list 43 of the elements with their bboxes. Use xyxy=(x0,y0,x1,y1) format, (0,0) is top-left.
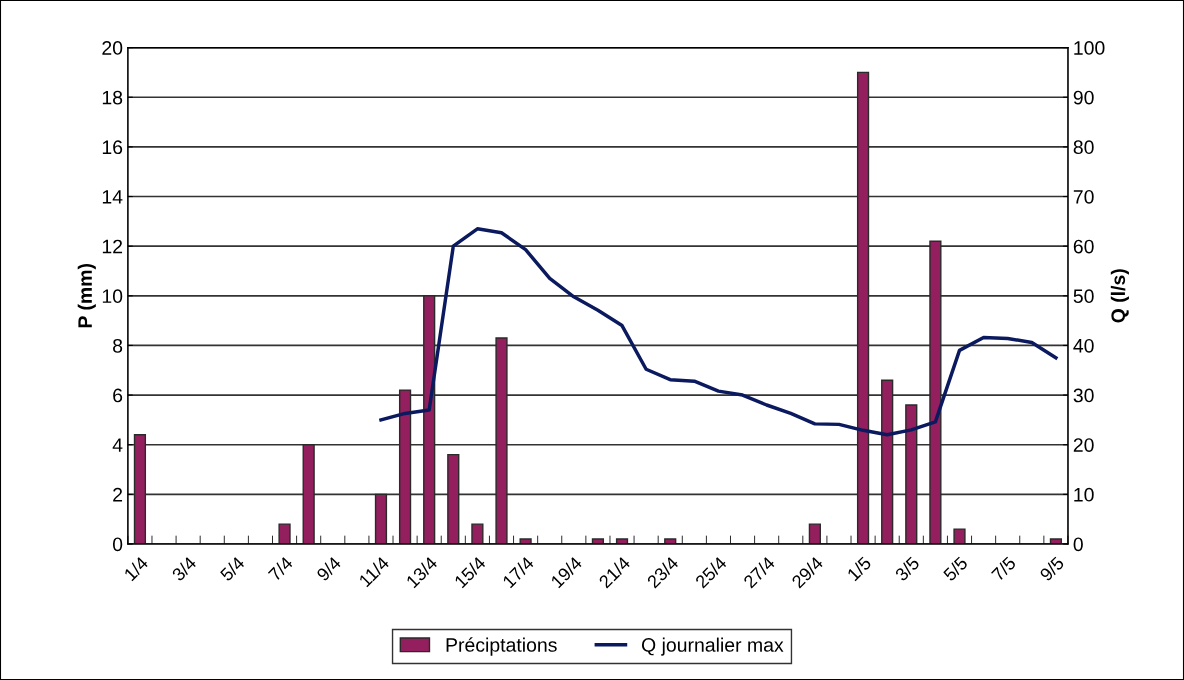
bar xyxy=(953,528,966,544)
y-tick-label: 2 xyxy=(113,487,123,502)
y-tick-label: 4 xyxy=(112,438,123,452)
y-tick-label: 16 xyxy=(102,140,123,155)
y-tick-label: 6 xyxy=(113,388,123,403)
y2-axis-title: Q (l/s) xyxy=(1110,269,1129,323)
y2-tick-label: 70 xyxy=(1073,189,1094,204)
x-tick-label: 9/5 xyxy=(1038,555,1065,582)
y-tick-label: 14 xyxy=(102,190,123,204)
legend-label: Préciptations xyxy=(446,637,557,656)
bar xyxy=(471,523,484,544)
x-tick-label: 3/4 xyxy=(170,555,198,582)
bar xyxy=(278,523,291,544)
y2-tick-label: 40 xyxy=(1073,338,1094,353)
x-tick-label: 7/5 xyxy=(990,555,1017,582)
legend-label: Q journalier max xyxy=(641,637,784,656)
y-tick-label: 0 xyxy=(112,537,123,552)
y-tick-label: 20 xyxy=(102,41,123,55)
y2-tick-label: 20 xyxy=(1073,438,1094,452)
y2-tick-label: 0 xyxy=(1073,537,1083,552)
y2-tick-label: 100 xyxy=(1074,41,1105,55)
y2-tick-label: 50 xyxy=(1073,289,1094,304)
y-tick-label: 18 xyxy=(102,90,123,105)
x-tick-label: 9/4 xyxy=(315,555,342,582)
x-tick-label: 1/4 xyxy=(123,555,149,582)
x-tick-label: 3/5 xyxy=(894,555,921,582)
y-tick-label: 12 xyxy=(102,239,123,254)
x-tick-label: 5/4 xyxy=(219,555,246,582)
y-axis-title: P (mm) xyxy=(77,263,96,328)
y2-tick-label: 80 xyxy=(1073,140,1094,155)
y-tick-label: 10 xyxy=(102,289,123,304)
x-tick-label: 7/4 xyxy=(267,555,294,582)
x-tick-label: 1/5 xyxy=(846,555,872,582)
y2-tick-label: 10 xyxy=(1074,487,1094,502)
y-tick-label: 8 xyxy=(113,338,123,353)
y2-tick-label: 90 xyxy=(1073,90,1094,105)
x-tick-label: 11/4 xyxy=(358,555,390,588)
bar xyxy=(519,538,532,544)
y2-tick-label: 60 xyxy=(1073,239,1094,254)
line-series xyxy=(379,227,1058,437)
x-tick-label: 5/5 xyxy=(942,555,969,582)
y2-tick-label: 30 xyxy=(1073,388,1094,403)
bar xyxy=(808,523,821,544)
